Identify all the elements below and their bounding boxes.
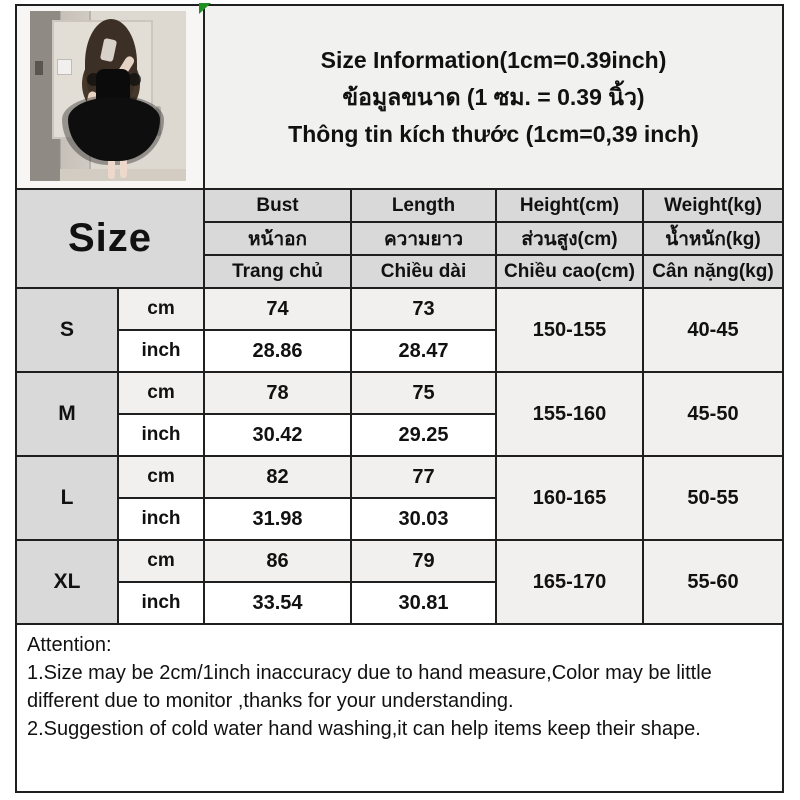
header-bust-en: Bust bbox=[205, 190, 350, 221]
cell-s-bust-inch: 28.86 bbox=[205, 331, 350, 371]
model-leg-left bbox=[108, 155, 115, 179]
attention-heading: Attention: bbox=[27, 634, 112, 656]
cell-s-length-cm: 73 bbox=[352, 289, 495, 329]
cell-s-weight: 40-45 bbox=[644, 289, 782, 371]
cell-l-weight: 50-55 bbox=[644, 457, 782, 539]
title-english: Size Information(1cm=0.39inch) bbox=[320, 46, 667, 73]
header-bust-th: หน้าอก bbox=[205, 223, 350, 254]
header-weight-en: Weight(kg) bbox=[644, 190, 782, 221]
unit-cm: cm bbox=[119, 457, 203, 497]
cell-m-height: 155-160 bbox=[497, 373, 642, 455]
header-height-vi: Chiều cao(cm) bbox=[497, 256, 642, 287]
cell-l-length-cm: 77 bbox=[352, 457, 495, 497]
size-header: Size bbox=[17, 190, 203, 287]
title-cell: Size Information(1cm=0.39inch) ข้อมูลขนา… bbox=[205, 6, 782, 188]
product-photo-cell bbox=[17, 6, 203, 188]
unit-inch: inch bbox=[119, 583, 203, 623]
cell-l-length-inch: 30.03 bbox=[352, 499, 495, 539]
attention-box: Attention: 1.Size may be 2cm/1inch inacc… bbox=[17, 625, 782, 791]
product-photo bbox=[30, 11, 186, 181]
cell-m-bust-cm: 78 bbox=[205, 373, 350, 413]
header-length-th: ความยาว bbox=[352, 223, 495, 254]
model-leg-right bbox=[120, 157, 127, 178]
size-label-s: S bbox=[17, 289, 117, 371]
header-height-en: Height(cm) bbox=[497, 190, 642, 221]
size-label-xl: XL bbox=[17, 541, 117, 623]
cell-m-length-cm: 75 bbox=[352, 373, 495, 413]
cell-m-length-inch: 29.25 bbox=[352, 415, 495, 455]
cell-s-height: 150-155 bbox=[497, 289, 642, 371]
cell-xl-bust-cm: 86 bbox=[205, 541, 350, 581]
cell-s-bust-cm: 74 bbox=[205, 289, 350, 329]
dress-sleeve-right bbox=[128, 73, 141, 86]
header-length-en: Length bbox=[352, 190, 495, 221]
unit-cm: cm bbox=[119, 541, 203, 581]
unit-inch: inch bbox=[119, 331, 203, 371]
size-chart-sheet: Size Information(1cm=0.39inch) ข้อมูลขนา… bbox=[15, 4, 784, 793]
cell-xl-height: 165-170 bbox=[497, 541, 642, 623]
cell-l-bust-inch: 31.98 bbox=[205, 499, 350, 539]
title-thai: ข้อมูลขนาด (1 ซม. = 0.39 นิ้ว) bbox=[342, 83, 645, 110]
cell-xl-length-inch: 30.81 bbox=[352, 583, 495, 623]
cell-m-bust-inch: 30.42 bbox=[205, 415, 350, 455]
size-label-m: M bbox=[17, 373, 117, 455]
cell-l-height: 160-165 bbox=[497, 457, 642, 539]
photo-doorbell bbox=[35, 61, 43, 75]
cell-xl-bust-inch: 33.54 bbox=[205, 583, 350, 623]
attention-item-1: 1.Size may be 2cm/1inch inaccuracy due t… bbox=[27, 662, 712, 712]
cell-xl-weight: 55-60 bbox=[644, 541, 782, 623]
attention-item-2: 2.Suggestion of cold water hand washing,… bbox=[27, 718, 701, 740]
unit-inch: inch bbox=[119, 415, 203, 455]
unit-cm: cm bbox=[119, 289, 203, 329]
title-vietnamese: Thông tin kích thước (1cm=0,39 inch) bbox=[288, 120, 699, 147]
photo-light-switch bbox=[57, 59, 72, 75]
cell-xl-length-cm: 79 bbox=[352, 541, 495, 581]
green-flag-triangle bbox=[199, 3, 211, 14]
dress-skirt bbox=[68, 97, 160, 161]
header-weight-th: น้ำหนัก(kg) bbox=[644, 223, 782, 254]
header-weight-vi: Cân nặng(kg) bbox=[644, 256, 782, 287]
cell-s-length-inch: 28.47 bbox=[352, 331, 495, 371]
cell-m-weight: 45-50 bbox=[644, 373, 782, 455]
header-bust-vi: Trang chủ bbox=[205, 256, 350, 287]
header-length-vi: Chiều dài bbox=[352, 256, 495, 287]
size-label-l: L bbox=[17, 457, 117, 539]
cell-l-bust-cm: 82 bbox=[205, 457, 350, 497]
unit-cm: cm bbox=[119, 373, 203, 413]
unit-inch: inch bbox=[119, 499, 203, 539]
header-height-th: ส่วนสูง(cm) bbox=[497, 223, 642, 254]
